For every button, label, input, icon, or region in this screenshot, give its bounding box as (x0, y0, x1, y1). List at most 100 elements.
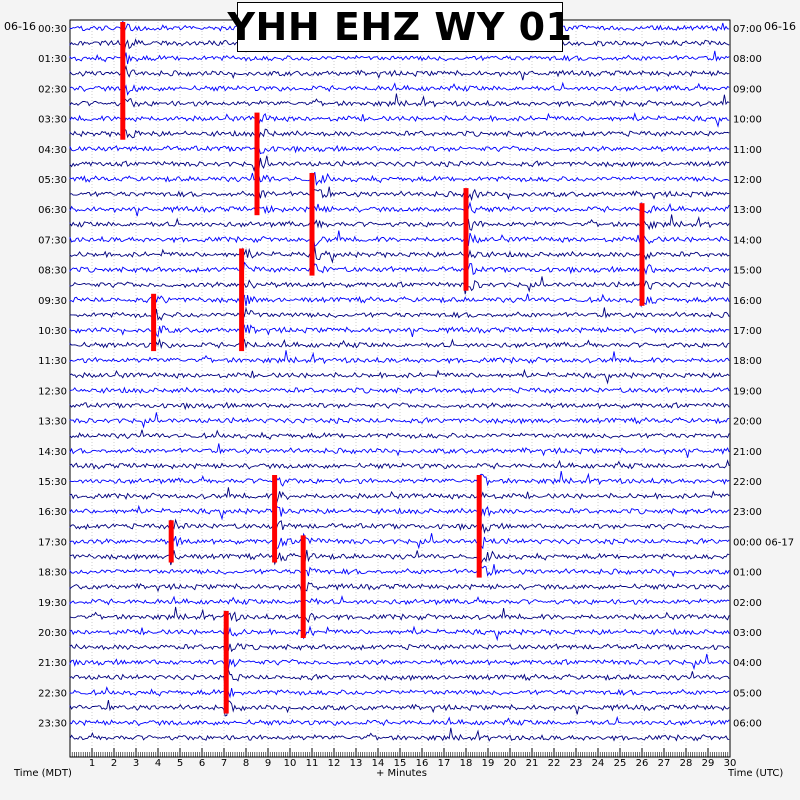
seismic-trace (69, 532, 730, 550)
seismic-trace (69, 171, 730, 187)
right-time-label: 10:00 (733, 115, 762, 126)
event-marker (463, 188, 469, 291)
trace-layer (69, 21, 730, 742)
x-tick-label: 30 (724, 758, 737, 769)
seismic-trace (69, 727, 730, 742)
left-time-label: 05:30 (38, 175, 67, 186)
x-tick-label: 5 (177, 758, 183, 769)
right-time-label: 23:00 (733, 507, 762, 518)
left-date-label: 06-16 (4, 20, 36, 33)
x-axis-left-caption: Time (MDT) (14, 768, 72, 779)
left-time-label: 21:30 (38, 658, 67, 669)
x-tick-label: 26 (636, 758, 649, 769)
x-tick-label: 1 (89, 758, 95, 769)
seismic-trace (69, 49, 730, 65)
seismic-trace (69, 443, 730, 458)
x-tick-label: 24 (592, 758, 605, 769)
event-marker (300, 535, 306, 638)
left-time-label: 09:30 (38, 296, 67, 307)
seismic-trace (69, 386, 730, 395)
seismic-trace (69, 638, 730, 656)
x-tick-label: 23 (570, 758, 583, 769)
event-marker (254, 112, 260, 216)
right-time-label: 08:00 (733, 54, 762, 65)
event-marker (151, 293, 157, 352)
seismic-trace (69, 401, 730, 411)
seismic-trace (69, 368, 730, 385)
seismic-trace (69, 293, 730, 307)
seismic-trace (69, 595, 730, 606)
right-date-label: 06-16 (764, 20, 796, 33)
left-time-label: 02:30 (38, 84, 67, 95)
left-time-label: 08:30 (38, 266, 67, 277)
seismic-trace (69, 429, 730, 440)
seismic-trace (69, 487, 730, 504)
right-time-label: 04:00 (733, 658, 762, 669)
right-time-label: 09:00 (733, 84, 762, 95)
x-tick-label: 16 (416, 758, 429, 769)
x-tick-label: 17 (438, 758, 451, 769)
left-time-label: 01:30 (38, 54, 67, 65)
seismic-trace (69, 201, 730, 217)
left-time-label: 00:30 (38, 24, 67, 35)
x-tick-label: 8 (243, 758, 249, 769)
left-time-label: 23:30 (38, 719, 67, 730)
left-time-label: 12:30 (38, 386, 67, 397)
event-marker (272, 475, 278, 563)
seismic-trace (69, 471, 730, 487)
right-time-label: 06:00 (733, 719, 762, 730)
x-tick-label: 19 (482, 758, 495, 769)
seismic-trace (69, 144, 730, 155)
x-tick-label: 28 (680, 758, 693, 769)
right-time-label: 12:00 (733, 175, 762, 186)
left-time-label: 17:30 (38, 537, 67, 548)
x-tick-label: 15 (394, 758, 407, 769)
event-marker (476, 475, 482, 578)
right-time-label: 05:00 (733, 688, 762, 699)
event-marker (239, 248, 245, 352)
x-tick-label: 7 (221, 758, 227, 769)
seismic-trace (69, 653, 730, 671)
seismic-trace (69, 81, 730, 98)
x-tick-label: 9 (265, 758, 271, 769)
seismic-trace (69, 245, 730, 264)
seismic-trace (69, 564, 730, 578)
seismic-trace (69, 261, 730, 278)
x-tick-label: 4 (155, 758, 161, 769)
seismic-trace (69, 155, 730, 172)
event-marker (309, 173, 315, 276)
x-tick-label: 12 (328, 758, 341, 769)
right-time-label: 17:00 (733, 326, 762, 337)
x-axis-center-caption: + Minutes (376, 768, 427, 779)
right-time-label: 20:00 (733, 417, 762, 428)
event-marker (223, 610, 229, 714)
right-time-label: 21:00 (733, 447, 762, 458)
x-tick-label: 20 (504, 758, 517, 769)
right-time-label: 22:00 (733, 477, 762, 488)
seismic-trace (69, 685, 730, 699)
event-marker (168, 520, 174, 563)
seismic-trace (69, 669, 730, 688)
x-tick-label: 6 (199, 758, 205, 769)
seismic-trace (69, 306, 730, 321)
seismic-trace (69, 412, 730, 429)
left-time-label: 15:30 (38, 477, 67, 488)
seismic-trace (69, 699, 730, 717)
x-tick-label: 29 (702, 758, 715, 769)
x-tick-label: 25 (614, 758, 627, 769)
left-time-label: 10:30 (38, 326, 67, 337)
seismic-trace (69, 581, 730, 594)
seismic-trace (69, 621, 730, 642)
seismic-trace (69, 230, 730, 248)
left-time-label: 04:30 (38, 145, 67, 156)
seismic-trace (69, 548, 730, 566)
right-time-label: 00:00 06-17 (733, 537, 794, 548)
right-time-label: 19:00 (733, 386, 762, 397)
right-time-label: 11:00 (733, 145, 762, 156)
event-marker (120, 22, 126, 140)
seismic-trace (69, 186, 730, 204)
left-time-label: 07:30 (38, 235, 67, 246)
seismic-trace (69, 112, 730, 128)
seismic-trace (69, 350, 730, 365)
seismic-trace (69, 321, 730, 338)
